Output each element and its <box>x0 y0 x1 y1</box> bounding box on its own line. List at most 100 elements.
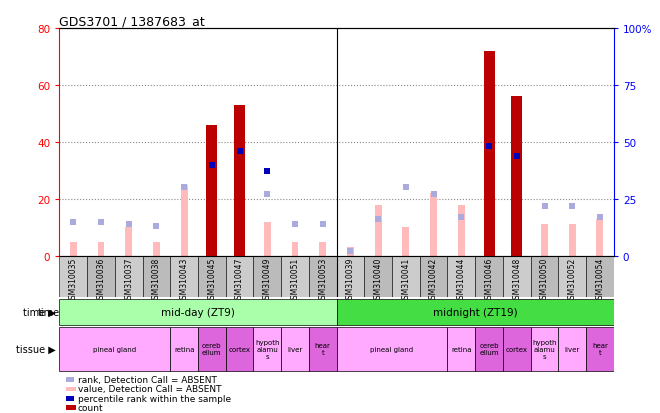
Text: cereb
ellum: cereb ellum <box>479 343 499 356</box>
Text: GSM310054: GSM310054 <box>595 257 605 304</box>
Text: GSM310038: GSM310038 <box>152 257 161 304</box>
Text: hypoth
alamu
s: hypoth alamu s <box>255 339 280 359</box>
Bar <box>143 256 170 297</box>
Text: tissue ▶: tissue ▶ <box>16 344 56 354</box>
Bar <box>337 327 447 371</box>
Text: GSM310051: GSM310051 <box>290 257 300 304</box>
Text: GSM310042: GSM310042 <box>429 257 438 304</box>
Bar <box>420 256 447 297</box>
Text: GSM310049: GSM310049 <box>263 257 272 304</box>
Bar <box>264 222 271 256</box>
Bar <box>115 256 143 297</box>
Bar <box>226 256 253 297</box>
Text: GDS3701 / 1387683_at: GDS3701 / 1387683_at <box>59 15 205 28</box>
Text: GSM310050: GSM310050 <box>540 257 549 304</box>
Bar <box>558 327 586 371</box>
Text: count: count <box>78 403 104 412</box>
Bar <box>347 248 354 256</box>
Text: midnight (ZT19): midnight (ZT19) <box>433 307 517 317</box>
Bar <box>292 242 298 256</box>
Text: GSM310043: GSM310043 <box>180 257 189 304</box>
Bar <box>569 225 576 256</box>
Text: GSM310035: GSM310035 <box>69 257 78 304</box>
Bar <box>70 242 77 256</box>
Bar <box>475 256 503 297</box>
Bar <box>281 327 309 371</box>
Text: GSM310039: GSM310039 <box>346 257 355 304</box>
Text: mid-day (ZT9): mid-day (ZT9) <box>161 307 235 317</box>
Text: pineal gland: pineal gland <box>370 346 414 352</box>
Bar <box>337 256 364 297</box>
Bar <box>458 205 465 256</box>
Text: percentile rank within the sample: percentile rank within the sample <box>78 394 231 403</box>
Bar <box>309 256 337 297</box>
Text: pineal gland: pineal gland <box>93 346 137 352</box>
Bar <box>234 106 245 256</box>
Bar <box>198 256 226 297</box>
Bar <box>531 327 558 371</box>
Bar <box>484 52 494 256</box>
Bar <box>447 327 475 371</box>
Text: GSM310048: GSM310048 <box>512 257 521 304</box>
Bar <box>309 327 337 371</box>
Bar <box>403 228 409 256</box>
Bar <box>541 225 548 256</box>
Bar <box>337 299 614 325</box>
Bar <box>170 256 198 297</box>
Text: hear
t: hear t <box>592 343 608 356</box>
Bar <box>226 327 253 371</box>
Bar <box>558 256 586 297</box>
Text: hear
t: hear t <box>315 343 331 356</box>
Bar <box>87 256 115 297</box>
Bar <box>207 126 217 256</box>
Bar <box>597 219 603 256</box>
Bar <box>125 228 132 256</box>
Bar <box>170 327 198 371</box>
Bar <box>586 256 614 297</box>
Bar <box>181 185 187 256</box>
Text: GSM310041: GSM310041 <box>401 257 411 304</box>
Bar <box>447 256 475 297</box>
Bar <box>512 97 522 256</box>
Text: time ▶: time ▶ <box>23 307 56 317</box>
Bar <box>392 256 420 297</box>
Text: GSM310040: GSM310040 <box>374 257 383 304</box>
Bar <box>59 256 87 297</box>
Bar <box>319 242 326 256</box>
Text: liver: liver <box>287 346 303 352</box>
Text: cortex: cortex <box>228 346 251 352</box>
Text: GSM310045: GSM310045 <box>207 257 216 304</box>
Text: rank, Detection Call = ABSENT: rank, Detection Call = ABSENT <box>78 375 216 385</box>
Bar <box>98 242 104 256</box>
Text: hypoth
alamu
s: hypoth alamu s <box>532 339 557 359</box>
Text: GSM310037: GSM310037 <box>124 257 133 304</box>
Bar <box>375 205 381 256</box>
Bar <box>198 327 226 371</box>
Text: GSM310047: GSM310047 <box>235 257 244 304</box>
Text: GSM310036: GSM310036 <box>96 257 106 304</box>
Text: value, Detection Call = ABSENT: value, Detection Call = ABSENT <box>78 385 221 394</box>
Text: retina: retina <box>174 346 195 352</box>
Bar <box>59 327 170 371</box>
Text: GSM310044: GSM310044 <box>457 257 466 304</box>
Bar <box>281 256 309 297</box>
Bar <box>503 327 531 371</box>
Text: liver: liver <box>564 346 580 352</box>
Text: time: time <box>37 307 59 317</box>
Bar <box>503 256 531 297</box>
Text: GSM310052: GSM310052 <box>568 257 577 304</box>
Text: retina: retina <box>451 346 472 352</box>
Bar <box>475 327 503 371</box>
Bar <box>430 194 437 256</box>
Bar <box>253 256 281 297</box>
Bar <box>59 299 337 325</box>
Text: cortex: cortex <box>506 346 528 352</box>
Bar <box>531 256 558 297</box>
Text: GSM310053: GSM310053 <box>318 257 327 304</box>
Bar <box>364 256 392 297</box>
Bar <box>153 242 160 256</box>
Bar <box>586 327 614 371</box>
Text: GSM310046: GSM310046 <box>484 257 494 304</box>
Text: cereb
ellum: cereb ellum <box>202 343 222 356</box>
Bar <box>253 327 281 371</box>
